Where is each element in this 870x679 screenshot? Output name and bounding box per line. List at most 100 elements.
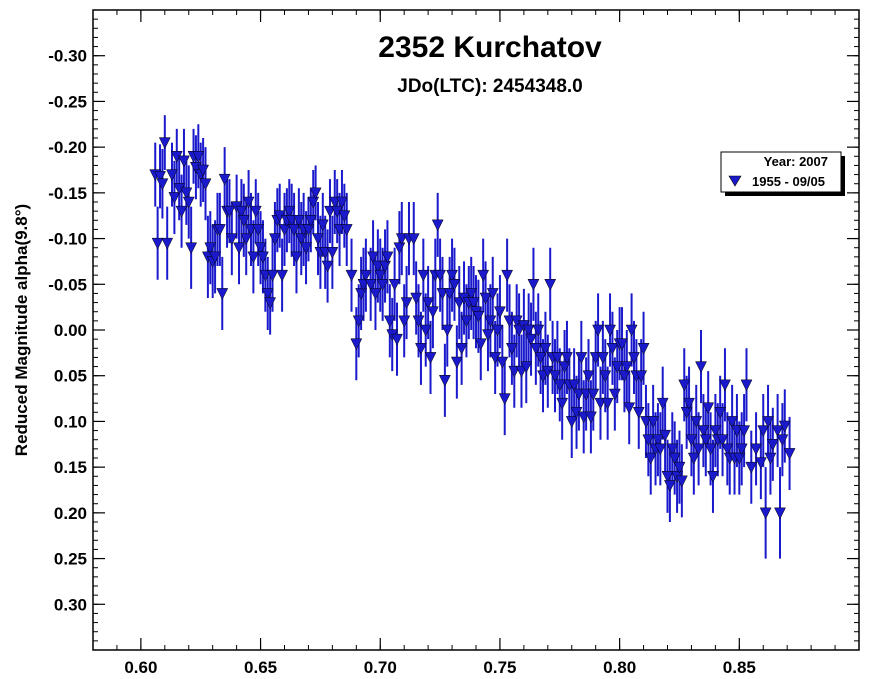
data-point-triangle [494,306,506,319]
legend-box [720,151,842,193]
data-point-triangle [498,393,511,406]
data-point-triangle [479,292,492,305]
data-point-triangle [304,215,317,227]
data-point-triangle [503,315,516,328]
data-point-triangle [398,315,411,328]
data-point-triangle [321,260,334,273]
data-point-triangle [616,338,628,351]
data-point-triangle [472,311,485,323]
y-tick-label: -0.10 [48,230,87,249]
data-point-triangle [623,402,636,415]
data-point-triangle [738,425,751,438]
data-point-triangle [252,224,265,236]
data-point-triangle [465,288,478,300]
data-point-triangle [628,352,640,364]
data-point-triangle [278,224,291,236]
data-point-triangle [702,402,715,415]
data-point-triangle [467,297,480,310]
data-point-triangle [745,461,758,474]
data-point-triangle [496,356,509,369]
data-point-triangle [355,288,368,300]
data-point-triangle [683,397,695,410]
y-tick-label: 0.05 [54,367,87,386]
data-point-triangle [608,388,621,401]
data-point-triangle [733,452,746,465]
data-point-triangle [448,279,461,291]
x-tick-label: 0.85 [723,658,756,677]
data-point-triangle [582,370,595,383]
x-tick-label: 0.65 [244,658,277,677]
data-point-triangle [424,352,437,364]
data-point-triangle [601,397,614,410]
data-point-triangle [522,324,535,337]
data-point-triangle [455,343,468,355]
data-point-triangle [584,411,597,424]
data-point-triangle [166,169,178,182]
data-point-triangle [754,457,767,470]
data-point-triangle [161,237,174,250]
data-point-triangle [644,452,657,465]
data-point-triangle [324,205,336,218]
data-point-triangle [288,224,300,236]
data-point-triangle [156,178,169,191]
data-point-triangle [685,434,698,447]
data-point-triangle [319,247,332,259]
data-point-triangle [235,205,248,218]
data-point-triangle [367,251,379,264]
data-point-triangle [419,324,432,337]
data-point-triangle [359,269,372,282]
data-point-triangle [620,361,633,374]
data-point-triangle [204,242,217,255]
data-point-triangle [264,297,277,310]
data-point-triangle [661,471,674,483]
y-tick-label: 0.00 [54,321,87,340]
legend-marker-triangle-icon [728,175,742,187]
data-point-triangle [345,269,358,282]
data-point-triangle [199,178,212,191]
data-point-triangle [237,215,250,227]
data-point-triangle [178,155,190,168]
data-point-triangle [381,251,394,264]
data-point-triangle [285,215,298,227]
data-point-triangle [776,434,789,447]
data-point-triangle [185,242,198,255]
data-point-triangle [714,407,727,419]
legend: Year: 2007 1955 - 09/05 [720,151,845,196]
data-point-triangle [575,352,588,364]
data-point-triangle [663,480,676,492]
data-point-triangle [757,425,770,438]
data-point-triangle [534,352,547,364]
data-point-triangle [283,205,296,218]
data-point-triangle [443,288,456,300]
data-point-triangle [350,338,363,351]
data-point-triangle [687,452,700,465]
data-point-triangle [407,233,420,246]
data-point-triangle [783,448,796,460]
data-point-triangle [400,297,413,310]
data-point-triangle [300,242,312,255]
data-point-triangle [580,388,593,401]
data-point-triangle [774,507,786,520]
data-point-triangle [312,233,324,246]
data-point-triangle [352,315,365,328]
data-point-triangle [254,242,267,255]
data-point-triangle [592,324,604,337]
data-point-triangle [573,388,585,401]
data-point-triangle [245,224,257,236]
data-point-triangle [692,443,705,456]
y-axis-label: Reduced Magnitude alpha(9.8°) [12,204,31,456]
legend-entry-label: 1955 - 09/05 [752,174,825,189]
data-point-triangle [640,416,652,428]
data-point-triangle [412,315,425,328]
data-point-triangle [484,315,497,328]
data-point-triangle [491,324,504,337]
data-point-triangle [395,233,408,246]
data-point-triangle [635,370,648,383]
data-point-triangle [197,164,210,177]
data-point-triangle [556,397,569,410]
data-point-triangle [764,452,777,465]
data-point-triangle [577,411,590,424]
chart-title: 2352 Kurchatov [378,31,602,64]
data-point-triangle [357,279,370,291]
